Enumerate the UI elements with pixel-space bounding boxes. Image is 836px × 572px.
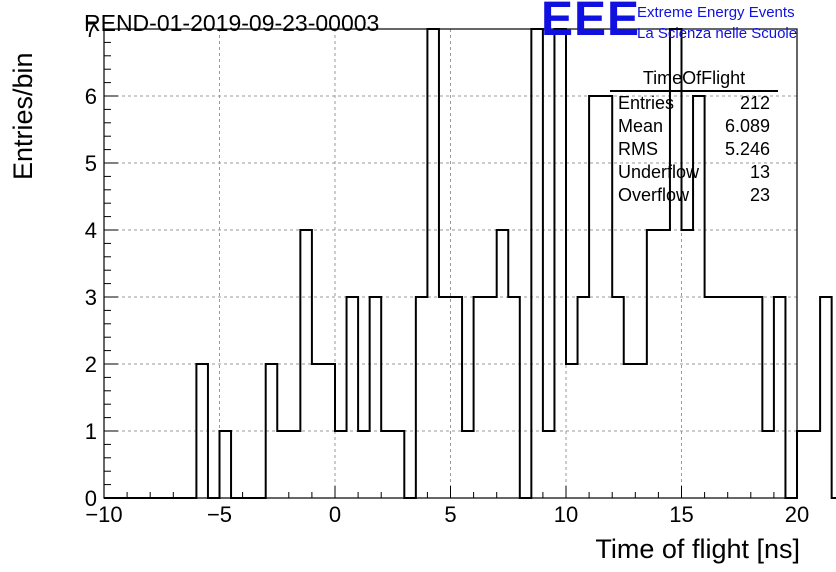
x-tick-label: 10	[554, 502, 578, 527]
stats-value: 23	[749, 185, 770, 205]
y-tick-label: 5	[85, 151, 97, 176]
histogram-bin	[335, 431, 347, 498]
logo-line-1: Extreme Energy Events	[637, 4, 795, 21]
eee-logo: EEE	[541, 0, 641, 46]
histogram-bin	[347, 297, 359, 498]
y-tick-label: 1	[85, 419, 97, 444]
histogram-bin	[427, 29, 439, 498]
histogram-bin	[289, 431, 301, 498]
stats-label: Underflow	[618, 162, 700, 182]
y-tick-label: 4	[85, 218, 97, 243]
x-axis-label: Time of flight [ns]	[595, 534, 800, 564]
histogram-bin	[451, 297, 463, 498]
stats-label: Mean	[618, 116, 664, 136]
y-tick-label: 2	[85, 352, 97, 377]
x-tick-label: 15	[669, 502, 693, 527]
histogram-bin	[751, 297, 763, 498]
histogram-bin	[554, 29, 566, 498]
histogram-bin	[393, 431, 405, 498]
x-tick-label: 20	[785, 502, 809, 527]
histogram-bin	[508, 297, 520, 498]
stats-row-entries: Entries 212	[610, 92, 778, 115]
y-tick-label: 0	[85, 486, 97, 511]
histogram-bin	[705, 297, 717, 498]
y-tick-label: 3	[85, 285, 97, 310]
histogram-bin	[728, 297, 740, 498]
stats-value: 212	[739, 93, 770, 113]
stats-label: Overflow	[618, 185, 690, 205]
x-tick-label: −10	[85, 502, 122, 527]
x-tick-label: 5	[444, 502, 456, 527]
histogram-bin	[774, 297, 786, 498]
histogram-line	[104, 28, 836, 499]
stats-row-underflow: Underflow 13	[610, 161, 778, 184]
histogram-bin	[370, 297, 382, 498]
y-tick-label: 7	[85, 17, 97, 42]
histogram-bin	[797, 431, 809, 498]
histogram-bin	[485, 297, 497, 498]
histogram-bin	[612, 297, 624, 498]
histogram-bin	[462, 431, 474, 498]
stats-label: Entries	[618, 93, 675, 113]
x-tick-label: −5	[207, 502, 232, 527]
stats-value: 6.089	[724, 116, 770, 136]
stats-row-mean: Mean 6.089	[610, 115, 778, 138]
histogram-bin	[716, 297, 728, 498]
histogram-bin	[543, 431, 555, 498]
histogram-bin	[439, 297, 451, 498]
stats-title: TimeOfFlight	[610, 66, 778, 92]
y-axis-label: Entries/bin	[8, 52, 38, 180]
histogram-bin	[220, 431, 232, 498]
histogram-bin	[762, 431, 774, 498]
histogram-bin	[820, 297, 832, 498]
histogram-bin	[739, 297, 751, 498]
stats-label: RMS	[618, 139, 658, 159]
histogram-bin	[416, 297, 428, 498]
histogram-bin	[578, 297, 590, 498]
histogram-bin	[474, 297, 486, 498]
stats-row-overflow: Overflow 23	[610, 184, 778, 207]
stats-box: TimeOfFlight Entries 212 Mean 6.089 RMS …	[610, 66, 778, 207]
stats-value: 5.246	[724, 139, 770, 159]
stats-row-rms: RMS 5.246	[610, 138, 778, 161]
x-tick-label: 0	[329, 502, 341, 527]
logo-line-2: La Scienza nelle Scuole	[637, 25, 798, 42]
histogram-bin	[381, 431, 393, 498]
chart-title: REND-01-2019-09-23-00003	[84, 10, 380, 36]
histogram-bin	[531, 29, 543, 498]
histogram-bin	[809, 431, 821, 498]
histogram-bin	[358, 431, 370, 498]
stats-value: 13	[749, 162, 770, 182]
histogram-bin	[277, 431, 289, 498]
y-tick-label: 6	[85, 84, 97, 109]
